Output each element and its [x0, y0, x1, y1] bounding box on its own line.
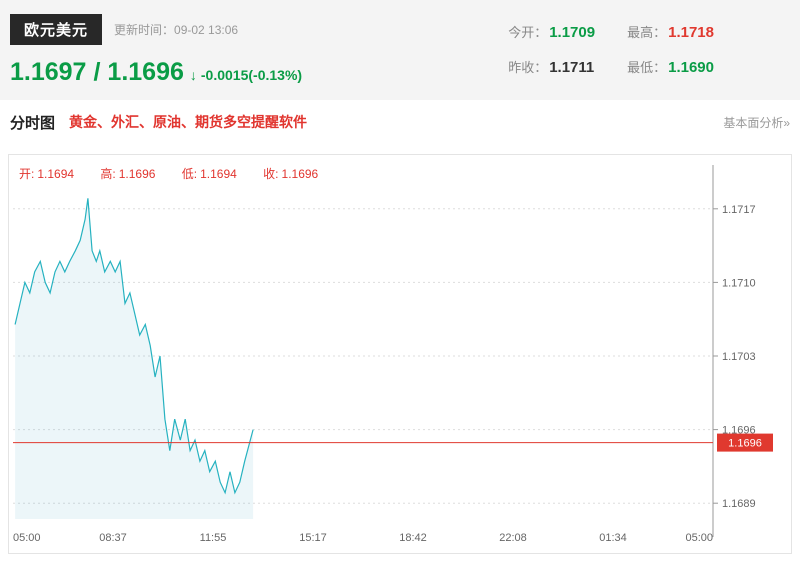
y-axis-label: 1.1703	[722, 351, 756, 363]
stat-low: 最低： 1.1690	[627, 57, 714, 76]
y-axis-label: 1.1717	[722, 204, 756, 216]
ohlc-low: 低: 1.1694	[181, 167, 237, 181]
down-arrow-icon: ↓	[189, 67, 197, 83]
ohlc-open: 开: 1.1694	[19, 167, 75, 181]
y-axis-label: 1.1689	[722, 498, 756, 510]
ohlc-row: 开: 1.1694 高: 1.1696 低: 1.1694 收: 1.1696	[19, 165, 341, 182]
price-change: -0.0015(-0.13%)	[200, 67, 303, 83]
stats-grid: 今开： 1.1709 最高： 1.1718 昨收： 1.1711 最低： 1.1690	[508, 22, 714, 76]
price-separator: /	[93, 58, 101, 86]
current-price-badge-text: 1.1696	[728, 438, 762, 450]
intraday-chart[interactable]: 1.1717 1.1710 1.1703 1.1696 1.1689 05:00 08:37…	[9, 155, 791, 553]
stat-open: 今开： 1.1709	[508, 22, 595, 41]
x-axis-label: 18:42	[399, 532, 427, 544]
x-axis-label: 01:34	[599, 532, 627, 544]
symbol-badge: 欧元美元	[10, 14, 103, 45]
chart-nav: 分时图 黄金、外汇、原油、期货多空提醒软件 基本面分析»	[0, 100, 800, 144]
x-axis-label: 05:00	[13, 532, 41, 544]
x-axis-label: 11:55	[200, 532, 227, 544]
quote-header: 欧元美元 更新时间：09-02 13:06 1.1697 / 1.1696 ↓ …	[0, 0, 800, 100]
stat-open-label: 今开：	[508, 25, 548, 40]
last-price: 1.1696	[107, 58, 184, 86]
stat-prev-close-label: 昨收：	[508, 60, 548, 75]
x-axis-label: 15:17	[299, 532, 327, 544]
x-axis-label: 22:08	[499, 532, 527, 544]
stat-high: 最高： 1.1718	[627, 22, 714, 41]
x-axis-label: 05:00	[685, 532, 713, 544]
stat-high-value: 1.1718	[668, 24, 714, 41]
stat-prev-close: 昨收： 1.1711	[508, 57, 595, 76]
stat-high-label: 最高：	[627, 25, 667, 40]
bid-price: 1.1697	[10, 58, 87, 86]
series-fill	[15, 198, 254, 520]
promo-link[interactable]: 黄金、外汇、原油、期货多空提醒软件	[69, 114, 308, 130]
stat-prev-close-value: 1.1711	[549, 59, 595, 76]
series-line	[14, 198, 254, 495]
stat-low-value: 1.1690	[668, 59, 714, 76]
x-axis-label: 08:37	[99, 532, 127, 544]
price-row: 1.1697 / 1.1696 ↓ -0.0015(-0.13%)	[10, 58, 800, 87]
ohlc-high: 高: 1.1696	[100, 167, 156, 181]
y-axis-label: 1.1710	[722, 277, 756, 289]
stat-open-value: 1.1709	[549, 24, 596, 41]
ohlc-close: 收: 1.1696	[263, 167, 319, 181]
stat-low-label: 最低：	[627, 60, 667, 75]
chart-container: 开: 1.1694 高: 1.1696 低: 1.1694 收: 1.1696 1.17…	[8, 154, 792, 554]
update-time: 更新时间：09-02 13:06	[114, 23, 239, 37]
fundamental-analysis-link[interactable]: 基本面分析»	[723, 115, 790, 130]
current-price-badge	[717, 433, 773, 452]
tab-intraday[interactable]: 分时图	[10, 114, 56, 132]
